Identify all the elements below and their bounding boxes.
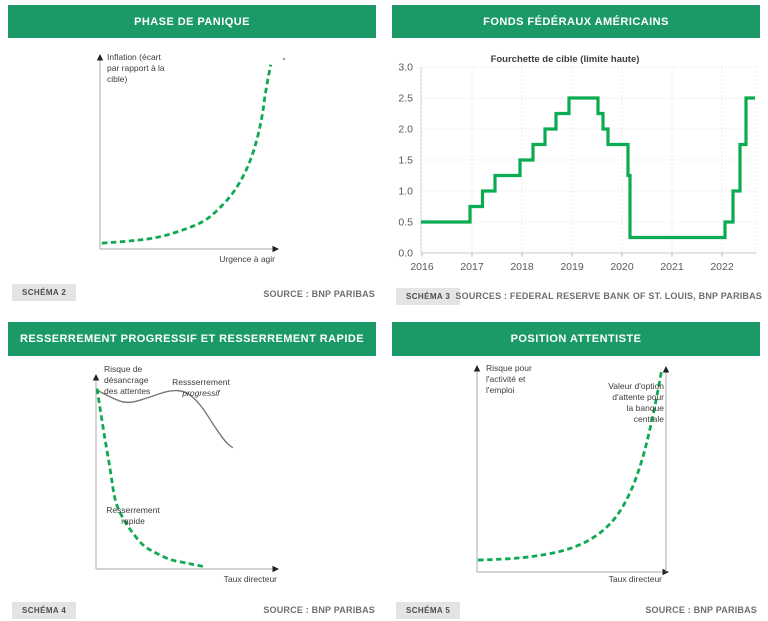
svg-text:0.0: 0.0: [398, 248, 413, 260]
x-axis-label-urgence: Urgence à agir: [219, 254, 275, 264]
svg-text:2016: 2016: [410, 261, 434, 273]
chart-position-attentiste: [473, 365, 670, 576]
schema-badge-2: SCHÉMA 2: [12, 284, 77, 301]
schema-badge-5: SCHÉMA 5: [396, 602, 461, 619]
chart-phase-de-panique: [96, 54, 286, 253]
fed-chart-title: Fourchette de cible (limite haute): [490, 54, 640, 65]
chart-resserrement: [92, 374, 279, 573]
panel-title-fonds-federaux: FONDS FÉDÉRAUX AMÉRICAINS: [392, 5, 760, 38]
svg-text:2018: 2018: [510, 261, 534, 273]
svg-text:1.5: 1.5: [398, 155, 413, 167]
svg-text:2.0: 2.0: [398, 124, 413, 136]
svg-text:2020: 2020: [610, 261, 634, 273]
annotation-resserrement-rapide: Resserrement rapide: [106, 505, 160, 527]
x-axis-label-taux-directeur-right: Taux directeur: [608, 574, 662, 584]
source-panel-3: SOURCE : BNP PARIBAS: [263, 605, 375, 615]
svg-text:2021: 2021: [660, 261, 684, 273]
chart-fed-funds: 0.0 0.5 1.0 1.5 2.0 2.5 3.0 2016 2017 2018 2019 202…: [398, 62, 757, 273]
schema-badge-3: SCHÉMA 3: [396, 288, 461, 305]
y-axis-label-inflation: Inflation (écart par rapport à la cible): [107, 52, 165, 85]
source-panel-4: SOURCE : BNP PARIBAS: [645, 605, 757, 615]
svg-text:0.5: 0.5: [398, 217, 413, 229]
x-axis-label-taux-directeur-left: Taux directeur: [223, 574, 277, 584]
svg-text:2019: 2019: [560, 261, 584, 273]
y-axis-label-risque-activite: Risque pour l'activité et l'emploi: [486, 363, 532, 396]
panel-title-position-attentiste: POSITION ATTENTISTE: [392, 322, 760, 356]
svg-text:2022: 2022: [710, 261, 734, 273]
svg-text:2.5: 2.5: [398, 93, 413, 105]
annotation-valeur-option: Valeur d'option d'attente pour la banque…: [608, 381, 664, 425]
source-panel-1: SOURCE : BNP PARIBAS: [263, 289, 375, 299]
panel-title-resserrement: RESSERREMENT PROGRESSIF ET RESSERREMENT …: [8, 322, 376, 356]
source-panel-2: SOURCES : FEDERAL RESERVE BANK OF ST. LO…: [455, 291, 762, 301]
schema-badge-4: SCHÉMA 4: [12, 602, 77, 619]
annotation-progressif-line2: progressif: [182, 388, 220, 399]
svg-text:3.0: 3.0: [398, 62, 413, 74]
panel-title-phase-de-panique: PHASE DE PANIQUE: [8, 5, 376, 38]
svg-text:1.0: 1.0: [398, 186, 413, 198]
annotation-progressif-line1: Ressserrement: [172, 377, 230, 387]
svg-text:2017: 2017: [460, 261, 484, 273]
annotation-resserrement-progressif: Ressserrement progressif: [166, 377, 236, 399]
y-axis-label-desancrage: Risque de désancrage des attentes: [104, 364, 151, 397]
